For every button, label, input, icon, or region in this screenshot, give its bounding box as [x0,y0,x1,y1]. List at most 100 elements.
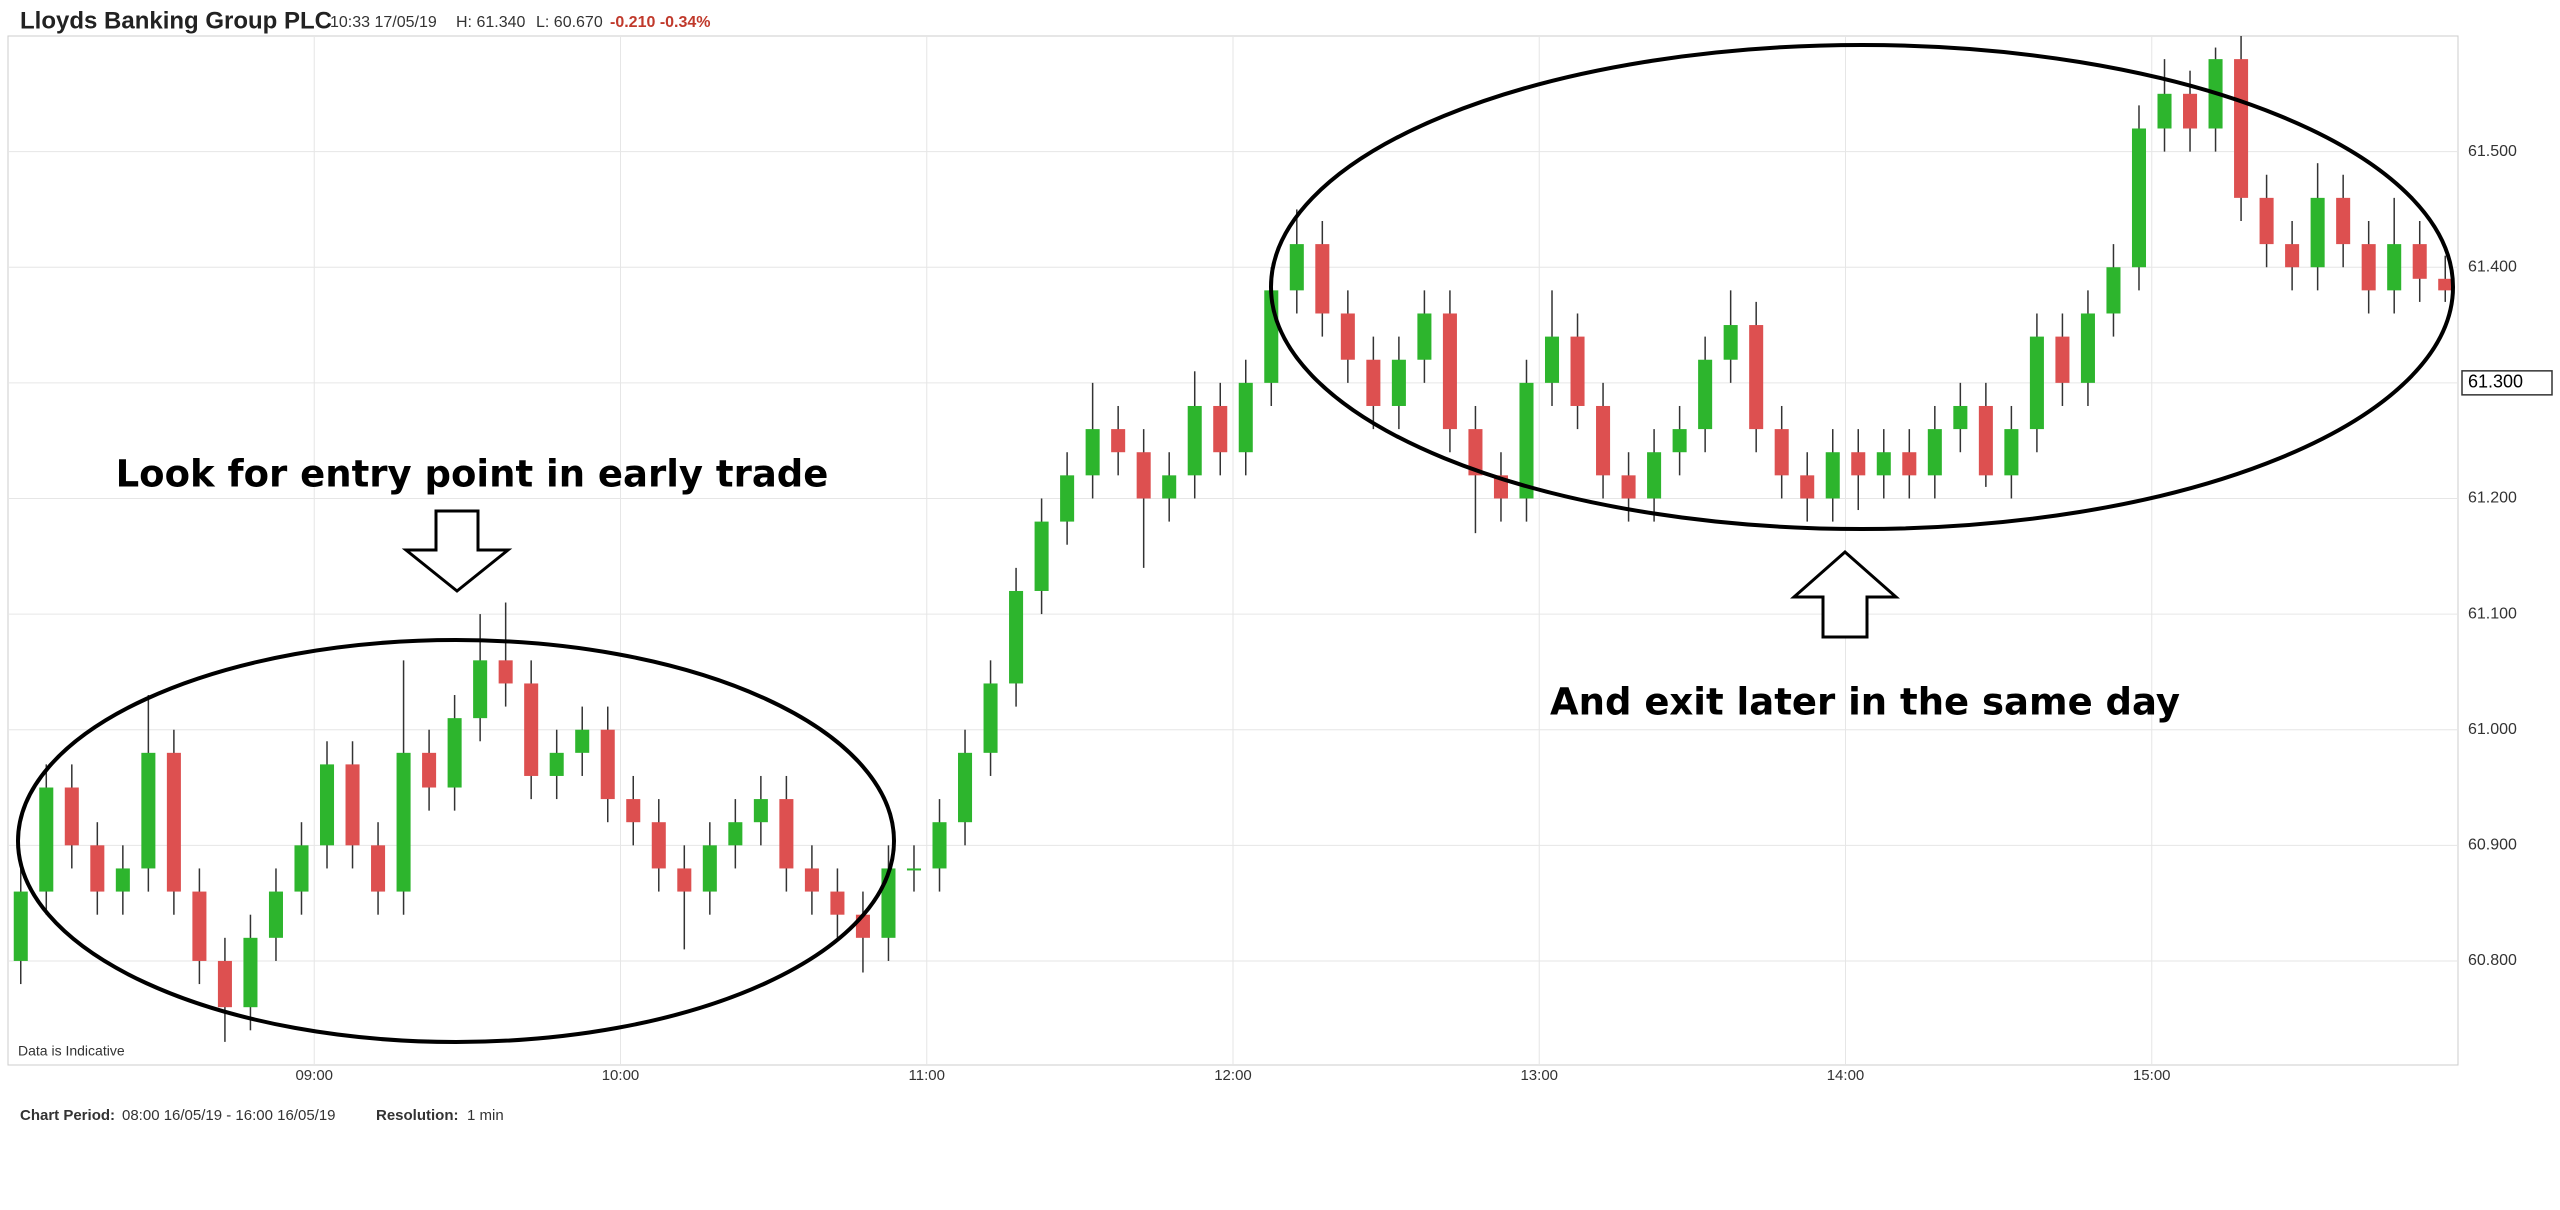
candle-body [1825,452,1840,499]
candle-body [1876,452,1891,476]
x-tick-label: 12:00 [1214,1067,1252,1084]
x-tick-label: 13:00 [1520,1067,1558,1084]
candle-body [422,752,437,788]
ellipse-entry [16,638,896,1044]
candle-body [39,787,54,892]
candle-body [1800,475,1815,499]
header-time: 10:33 17/05/19 [330,14,437,31]
candle-body [1417,313,1432,360]
candle-body [319,764,335,846]
candle-body [2183,93,2198,129]
candle-body [1111,429,1126,453]
y-tick-label: 61.400 [2468,258,2517,275]
header-change: -0.210 -0.34% [610,14,711,31]
candle-body [447,718,462,788]
arrow-down [401,509,513,593]
candle-body [2106,267,2121,314]
candle-body [1953,405,1968,430]
candle-body [600,729,615,800]
candle-body [1187,405,1202,476]
candle-body [1315,244,1330,314]
candle-body [1366,359,1381,406]
x-tick-label: 15:00 [2133,1067,2171,1084]
candle-body [115,868,130,892]
y-tick-label: 60.800 [2468,952,2517,969]
candle-body [345,764,360,846]
y-tick-label: 61.100 [2468,605,2517,622]
y-tick-label: 61.200 [2468,490,2517,507]
candle-body [2055,336,2070,383]
candle-body [64,787,79,846]
candle-body [753,799,768,823]
candle-body [677,868,692,892]
candle-body [13,891,28,961]
ellipse-exit [1269,43,2455,531]
y-tick-label: 61.500 [2468,143,2517,160]
candle-body [2361,244,2376,291]
candle-body [1391,359,1406,406]
candle-body [243,937,258,1008]
chart-title: Lloyds Banking Group PLC [20,7,332,34]
candle-body [1978,405,1993,476]
candle-body [141,752,156,869]
candle-body [1723,325,1738,360]
candle-body [217,960,232,1008]
candle-body [906,868,922,871]
candle-body [2029,336,2044,430]
candle-body [2080,313,2095,383]
candle-body [549,752,564,776]
candle-body [2387,244,2402,291]
candle-body [1442,313,1457,430]
grid: 60.800 60.900 61.000 61.100 61.200 61.300 61.4… [8,36,2553,1084]
candle-body [2004,429,2019,476]
candle-body [626,799,641,823]
annotation-exit: And exit later in the same day [1550,681,2180,724]
candle-body [166,752,181,892]
last-price-label: 61.300 [2468,372,2523,392]
candle-body [1672,429,1687,453]
header-high: H: 61.340 [456,14,525,31]
candle-body [2131,128,2147,268]
candle-body [1647,452,1662,499]
candles [13,36,2453,1042]
candle-body [524,683,539,776]
candle-body [1596,405,1611,476]
candle-body [498,660,513,684]
candle-body [268,891,283,938]
candle-body [2310,197,2325,268]
candle-body [1085,429,1100,476]
note: Data is Indicative [18,1043,125,1059]
candle-body [1570,336,1585,406]
candle-body [1544,336,1560,383]
annotation-entry: Look for entry point in early trade [116,453,829,496]
x-tick-label: 09:00 [295,1067,333,1084]
y-tick-label: 60.900 [2468,837,2517,854]
candle-body [702,845,717,892]
candle-body [804,868,819,892]
candle-body [294,845,309,892]
candle-body [1060,475,1075,522]
candle-body [1927,429,1942,476]
candle-body [1698,359,1713,430]
candle-body [396,752,411,892]
candle-body [651,822,666,869]
candle-body [2438,278,2453,291]
candle-body [1519,382,1534,499]
arrow-up [1790,549,1900,639]
candle-body [728,822,743,846]
candle-body [2285,244,2300,268]
candle-body [1774,429,1789,476]
candle-body [575,729,590,753]
candle-body [2259,197,2274,245]
candle-body [1289,244,1304,291]
candle-body [779,799,794,869]
footer-resolution-label: Resolution: [376,1107,459,1124]
candle-body [473,660,488,719]
candle-body [1009,590,1024,684]
header-low: L: 60.670 [536,14,603,31]
x-tick-label: 10:00 [602,1067,640,1084]
footer-resolution: 1 min [467,1107,504,1124]
candle-body [1468,429,1483,476]
candle-body [1621,475,1636,499]
